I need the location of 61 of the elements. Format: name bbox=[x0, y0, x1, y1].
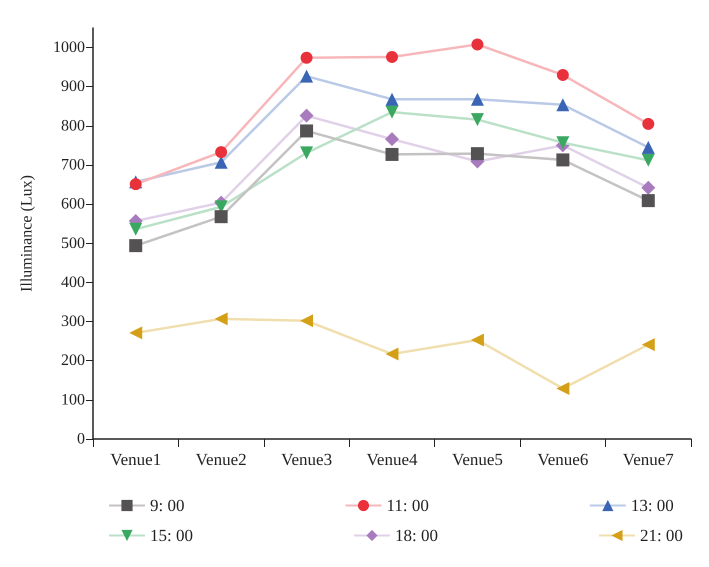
point bbox=[129, 222, 142, 236]
point bbox=[300, 70, 314, 83]
point bbox=[470, 147, 484, 160]
point bbox=[556, 98, 570, 112]
y-tick-label: 100 bbox=[61, 391, 85, 408]
y-tick-label: 700 bbox=[61, 156, 85, 174]
y-tick-label: 900 bbox=[61, 78, 85, 96]
point bbox=[214, 210, 228, 224]
point bbox=[642, 140, 655, 154]
x-tick-label: Venue1 bbox=[110, 450, 162, 469]
legend-label: 18: 00 bbox=[394, 526, 438, 545]
y-tick-label: 1000 bbox=[53, 39, 85, 56]
legend-label: 13: 00 bbox=[630, 496, 674, 515]
point bbox=[386, 348, 398, 361]
point bbox=[214, 156, 228, 169]
x-tick-label: Venue4 bbox=[366, 450, 418, 469]
y-tick-label: 0 bbox=[77, 430, 85, 448]
x-tick-label: Venue5 bbox=[452, 450, 503, 469]
x-tick-label: Venue6 bbox=[537, 450, 588, 469]
point bbox=[300, 146, 314, 160]
point bbox=[470, 333, 484, 346]
legend-label: 11: 00 bbox=[386, 496, 429, 515]
point bbox=[641, 180, 656, 195]
legend-label: 9: 00 bbox=[150, 496, 184, 515]
legend-label: 21: 00 bbox=[640, 526, 683, 545]
point bbox=[385, 132, 399, 146]
x-tick-label: Venue7 bbox=[622, 450, 674, 469]
point bbox=[300, 52, 313, 64]
y-tick-label: 800 bbox=[61, 117, 85, 134]
point bbox=[130, 178, 142, 190]
point bbox=[214, 312, 228, 326]
point bbox=[215, 146, 228, 158]
x-tick-label: Venue3 bbox=[281, 450, 332, 469]
x-tick-label: Venue2 bbox=[196, 450, 247, 469]
point bbox=[129, 239, 142, 252]
y-tick-label: 300 bbox=[61, 313, 85, 330]
point bbox=[386, 148, 398, 161]
point bbox=[642, 194, 655, 208]
point bbox=[556, 68, 569, 81]
point bbox=[386, 106, 398, 119]
point bbox=[642, 118, 654, 130]
point bbox=[300, 124, 314, 138]
point bbox=[642, 154, 655, 167]
point bbox=[470, 92, 484, 106]
point bbox=[386, 50, 398, 63]
point bbox=[642, 338, 655, 352]
point bbox=[556, 153, 570, 166]
point bbox=[129, 326, 142, 340]
y-tick-label: 400 bbox=[61, 274, 85, 291]
point bbox=[386, 92, 398, 106]
point bbox=[300, 108, 314, 123]
y-tick-label: 500 bbox=[61, 234, 85, 252]
point bbox=[300, 314, 314, 328]
y-axis-title: Illuminance (Lux) bbox=[18, 175, 36, 292]
y-tick-label: 600 bbox=[61, 196, 85, 213]
y-tick-label: 200 bbox=[61, 352, 85, 370]
point bbox=[556, 382, 570, 396]
point bbox=[470, 113, 484, 126]
legend-label: 15: 00 bbox=[150, 526, 193, 545]
point bbox=[471, 38, 484, 50]
point bbox=[556, 136, 570, 150]
